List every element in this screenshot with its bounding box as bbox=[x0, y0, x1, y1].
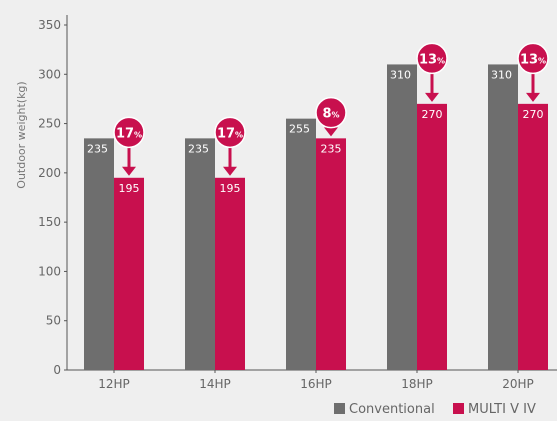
y-tick-labels: 0 50 100 150 200 250 300 350 bbox=[38, 18, 67, 377]
reduction-unit: % bbox=[437, 56, 445, 65]
y-tick-label: 250 bbox=[38, 117, 61, 131]
bar-multi-v-iv bbox=[316, 138, 346, 370]
y-tick-label: 200 bbox=[38, 166, 61, 180]
bar-conventional bbox=[84, 138, 114, 370]
reduction-value: 8 bbox=[322, 107, 331, 122]
reduction-badge bbox=[517, 42, 549, 75]
reduction-badge bbox=[113, 116, 145, 149]
bar-label-conventional: 255 bbox=[289, 123, 310, 136]
bar-conventional bbox=[286, 118, 316, 371]
legend-swatch-conventional bbox=[334, 403, 345, 414]
x-tick-label: 20HP bbox=[502, 377, 534, 391]
reduction-label: 13% bbox=[520, 52, 546, 67]
bar-label-multi-v-iv: 195 bbox=[220, 182, 241, 195]
bar-label-conventional: 310 bbox=[390, 68, 411, 81]
bar-multi-v-iv bbox=[114, 177, 144, 370]
bar-conventional bbox=[488, 64, 518, 370]
reduction-value: 13 bbox=[520, 52, 538, 67]
bar-label-multi-v-iv: 235 bbox=[321, 142, 342, 155]
reduction-badge bbox=[416, 42, 448, 75]
x-tick-label: 14HP bbox=[199, 377, 231, 391]
bar-conventional bbox=[387, 64, 417, 370]
reduction-value: 13 bbox=[419, 52, 437, 67]
reduction-value: 17 bbox=[116, 126, 134, 141]
y-tick-label: 300 bbox=[38, 67, 61, 81]
legend-label-conventional: Conventional bbox=[349, 402, 435, 417]
bar-label-conventional: 310 bbox=[491, 68, 512, 81]
bar-label-conventional: 235 bbox=[87, 142, 108, 155]
legend-swatch-multi-v-iv bbox=[453, 403, 464, 414]
reduction-arrow-head bbox=[526, 92, 540, 102]
reduction-label: 17% bbox=[116, 126, 142, 141]
reduction-unit: % bbox=[332, 111, 340, 120]
reduction-label: 8% bbox=[322, 107, 339, 122]
y-axis-label: Outdoor weight(kg) bbox=[15, 81, 28, 188]
bar-multi-v-iv bbox=[518, 103, 548, 370]
y-tick-label: 100 bbox=[38, 264, 61, 278]
bar-label-conventional: 235 bbox=[188, 142, 209, 155]
reduction-arrow-head bbox=[324, 127, 338, 137]
bar-conventional bbox=[185, 138, 215, 370]
reduction-label: 17% bbox=[217, 126, 243, 141]
reduction-unit: % bbox=[538, 56, 546, 65]
reduction-badge bbox=[315, 96, 347, 129]
reduction-label: 13% bbox=[419, 52, 445, 67]
y-tick-label: 50 bbox=[46, 314, 61, 328]
reduction-arrow-head bbox=[122, 166, 136, 176]
bar-label-multi-v-iv: 195 bbox=[119, 182, 140, 195]
bars bbox=[84, 64, 548, 371]
y-tick-label: 150 bbox=[38, 215, 61, 229]
reduction-arrow-head bbox=[223, 166, 237, 176]
bar-multi-v-iv bbox=[215, 177, 245, 370]
x-tick-labels: 12HP 14HP 16HP 18HP 20HP bbox=[98, 370, 534, 391]
reduction-unit: % bbox=[235, 130, 243, 139]
legend-label-multi-v-iv: MULTI V IV bbox=[468, 402, 536, 417]
reduction-callouts: 17% 17%8%13% 13% bbox=[113, 42, 549, 176]
legend: Conventional MULTI V IV bbox=[334, 402, 536, 417]
x-tick-label: 18HP bbox=[401, 377, 433, 391]
bar-label-multi-v-iv: 270 bbox=[422, 108, 443, 121]
reduction-badge bbox=[214, 116, 246, 149]
bar-multi-v-iv bbox=[417, 103, 447, 370]
reduction-unit: % bbox=[134, 130, 142, 139]
reduction-value: 17 bbox=[217, 126, 235, 141]
reduction-arrow-head bbox=[425, 92, 439, 102]
y-tick-label: 350 bbox=[38, 18, 61, 32]
y-tick-label: 0 bbox=[53, 363, 61, 377]
x-tick-label: 16HP bbox=[300, 377, 332, 391]
bar-label-multi-v-iv: 270 bbox=[523, 108, 544, 121]
bar-value-labels: 235 195 235 195 255 235 310 270 310 270 bbox=[87, 68, 544, 194]
x-tick-label: 12HP bbox=[98, 377, 130, 391]
